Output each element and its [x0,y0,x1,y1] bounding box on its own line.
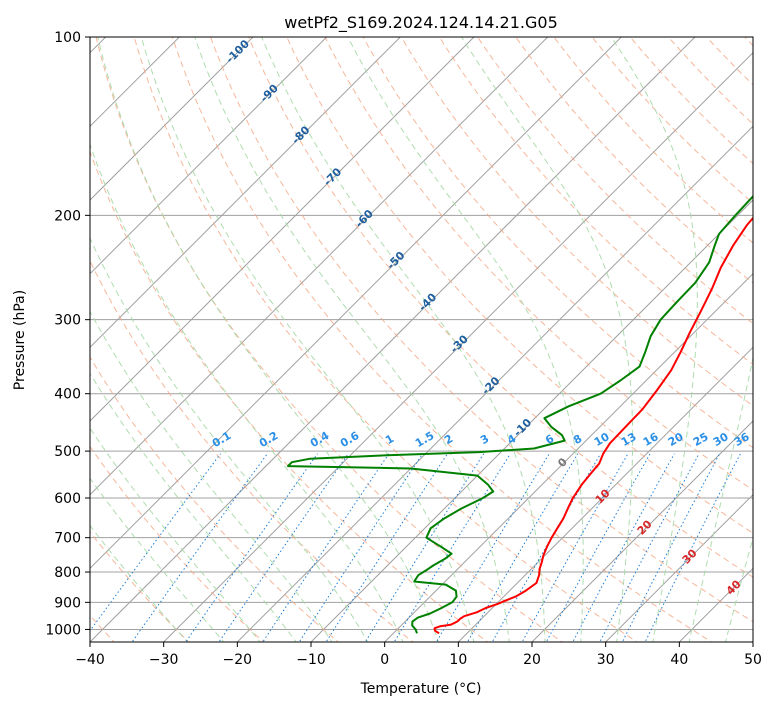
chart-title: wetPf2_S169.2024.124.14.21.G05 [284,13,558,33]
y-tick-label: 700 [54,531,81,547]
moist-adiabat [90,372,297,642]
x-tick-label: 40 [670,652,688,668]
x-tick-label: 20 [523,652,541,668]
mixing-ratio-line [131,453,268,642]
dewpoint-profile-line [287,194,753,634]
x-tick-label: −20 [223,652,253,668]
y-tick-label: 300 [54,313,81,329]
x-tick-label: 0 [380,652,389,668]
x-tick-label: −10 [296,652,326,668]
moist-adiabat [610,37,698,642]
isotherm-line [90,37,696,642]
mixing-ratio-line [325,453,449,642]
moist-adiabat [90,524,188,642]
isotherm-line [90,37,402,349]
dry-adiabat [90,445,265,642]
x-tick-label: −30 [149,652,179,668]
dry-adiabat [90,150,489,642]
moist-adiabat [461,37,634,642]
profiles [287,194,753,635]
mixing-ratio-line [185,453,318,642]
moist-adiabat [90,477,225,642]
isotherm-line [90,37,328,275]
moist-adiabat [347,37,584,642]
isotherm-line [383,272,753,642]
y-tick-label: 400 [54,387,81,403]
isotherm-line [90,37,254,201]
isotherm-line [90,37,475,422]
isotherm-line [162,51,753,642]
dry-adiabat [515,37,753,284]
moist-adiabat [261,37,546,642]
isotherm-line [531,420,753,642]
plot-frame [89,36,754,643]
isotherm-line [90,37,549,496]
dry-adiabat [90,259,414,642]
mixing-ratio-line [262,453,390,642]
moist-adiabat [140,37,475,642]
x-axis: −40 −30 −20 −10 0 10 20 30 40 50 [75,642,762,668]
isotherm-line [457,346,753,642]
mixing-ratio-line [218,453,349,642]
y-tick-label: 200 [54,208,81,224]
mixing-ratio-line [90,453,221,632]
y-tick-label: 500 [54,444,81,460]
plot-area: -100-90-80-70-60-50-40-30-20-100.1 0.2 0.4… [90,37,753,642]
dry-adiabat [90,356,340,642]
x-tick-label: 10 [449,652,467,668]
isotherm-line [90,37,623,570]
mixing-ratio-line [298,453,424,642]
moist-adiabat [724,536,753,642]
moist-adiabat [90,427,261,642]
mixing-ratio-line [644,453,741,642]
dry-adiabat [209,37,753,623]
dry-adiabat [133,37,638,642]
mixing-ratio-line [572,453,675,642]
mixing-ratio-line [521,453,629,642]
isotherm-line [236,125,753,642]
y-tick-label: 1000 [45,622,81,638]
isotherm-line [604,493,753,642]
moist-adiabat [688,355,753,642]
y-axis: 100 200 300 400 500 600 700 800 900 1000 [45,30,90,638]
y-axis-label: Pressure (hPa) [12,290,28,390]
x-axis-label: Temperature (°C) [360,681,482,697]
y-tick-label: 800 [54,565,81,581]
x-tick-label: −40 [75,652,105,668]
x-tick-label: 50 [744,652,762,668]
y-tick-label: 100 [54,30,81,46]
isotherm-line [310,199,753,642]
y-tick-label: 900 [54,595,81,611]
temperature-profile-line [433,216,753,635]
mixing-ratio-line [545,453,651,642]
isotherm-line [90,37,181,128]
moist-adiabat [97,37,439,642]
moist-adiabat [90,142,404,642]
y-tick-label: 600 [54,491,81,507]
x-tick-label: 30 [597,652,615,668]
